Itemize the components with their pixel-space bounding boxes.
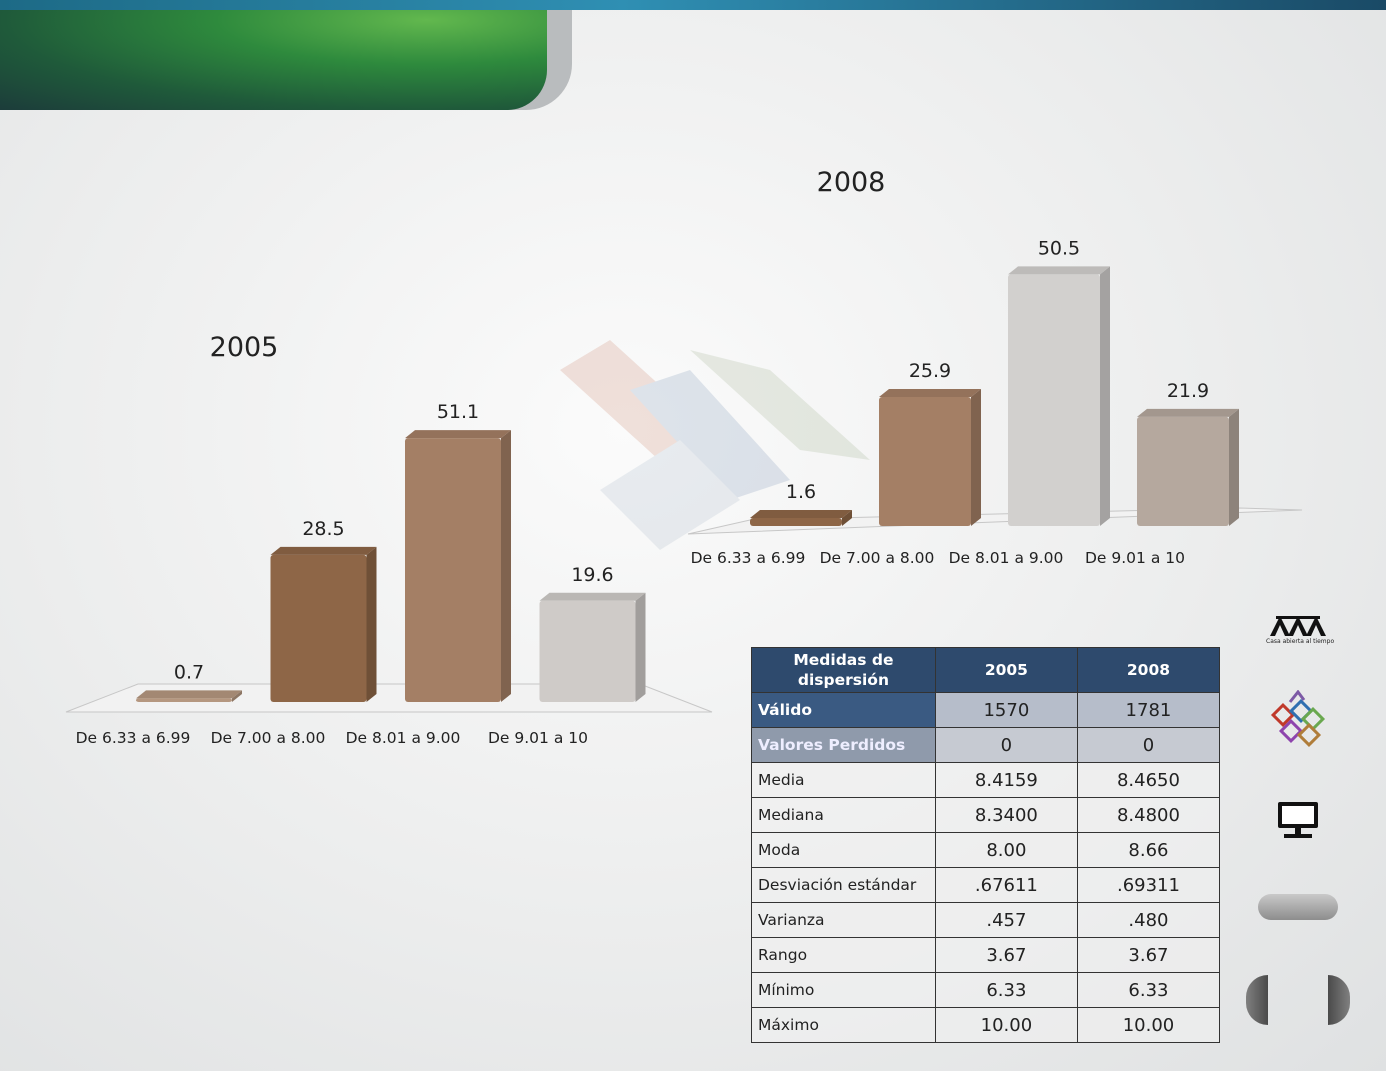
category-label: De 7.00 a 8.00 — [820, 549, 935, 567]
watermark-graphic — [560, 340, 870, 550]
chart-title: 2005 — [210, 332, 279, 363]
table-row: Desviación estándar .67611.69311 — [751, 867, 1221, 903]
category-label: De 9.01 a 10 — [488, 729, 588, 747]
monitor-icon[interactable] — [1276, 800, 1320, 840]
row-label-cell: Varianza — [751, 902, 936, 938]
value-cell: .69311 — [1076, 867, 1221, 903]
top-bar — [0, 0, 1386, 10]
bar-value-label: 51.1 — [437, 401, 479, 423]
row-label-cell: Valores Perdidos — [751, 727, 936, 763]
uam-logo-icon[interactable]: Casa abierta al tiempo — [1266, 612, 1335, 652]
value-cell: 8.66 — [1076, 832, 1221, 868]
value-cell: 1570 — [934, 692, 1078, 728]
category-labels-group: De 6.33 a 6.99 De 7.00 a 8.00 De 8.01 a 9.… — [691, 549, 1185, 567]
row-label-cell: Desviación estándar — [751, 867, 936, 903]
value-labels-group: 1.6 25.9 50.5 21.9 — [786, 237, 1209, 503]
category-label: De 7.00 a 8.00 — [211, 729, 326, 747]
value-cell: .67611 — [934, 867, 1078, 903]
row-label-cell: Moda — [751, 832, 936, 868]
bar-value-label: 25.9 — [909, 360, 951, 382]
logo-caption: Casa abierta al tiempo — [1266, 638, 1335, 645]
value-cell: 8.4650 — [1076, 762, 1221, 798]
value-cell: 8.4159 — [934, 762, 1078, 798]
dispersion-table: Medidas de dispersión 2005 2008 Válido 15… — [751, 647, 1221, 1043]
row-label-cell: Rango — [751, 937, 936, 973]
bar-value-label: 21.9 — [1167, 380, 1209, 402]
value-cell: 6.33 — [1076, 972, 1221, 1008]
bar — [879, 388, 981, 526]
table-row: Válido 1570 1781 — [751, 692, 1221, 728]
chart-2008: 2008 1.6 25.9 50.5 21.9 De 6.33 a 6.99 De 7.… — [687, 167, 1303, 567]
value-cell: 3.67 — [934, 937, 1078, 973]
value-labels-group: 0.7 28.5 51.1 19.6 — [174, 401, 614, 683]
value-cell: 8.3400 — [934, 797, 1078, 833]
previous-slide-button[interactable] — [1246, 975, 1268, 1025]
bar — [405, 430, 511, 702]
table-row: Valores Perdidos 0 0 — [751, 727, 1221, 763]
table-row: Media 8.4159 8.4650 — [751, 762, 1221, 798]
table-row: Mediana 8.3400 8.4800 — [751, 797, 1221, 833]
category-label: De 6.33 a 6.99 — [76, 729, 191, 747]
table-row: Máximo 10.00 10.00 — [751, 1007, 1221, 1043]
value-cell: 8.00 — [934, 832, 1078, 868]
uam-logo-mark-icon — [1270, 616, 1326, 636]
next-slide-button[interactable] — [1328, 975, 1350, 1025]
menu-pill-button[interactable] — [1258, 894, 1338, 920]
bars-group — [136, 430, 646, 702]
chart-title: 2008 — [817, 167, 886, 198]
bar — [270, 546, 377, 702]
bar-value-label: 19.6 — [571, 564, 613, 586]
value-cell: 10.00 — [934, 1007, 1078, 1043]
row-label-cell: Válido — [751, 692, 936, 728]
row-label-cell: Máximo — [751, 1007, 936, 1043]
category-label: De 9.01 a 10 — [1085, 549, 1185, 567]
table-header-cell: 2005 — [934, 647, 1078, 693]
bar — [1137, 408, 1239, 526]
bar-value-label: 50.5 — [1038, 237, 1080, 259]
table-row: Rango 3.67 3.67 — [751, 937, 1221, 973]
category-label: De 6.33 a 6.99 — [691, 549, 806, 567]
table-row: Moda 8.00 8.66 — [751, 832, 1221, 868]
bar-value-label: 28.5 — [302, 518, 344, 540]
row-label-cell: Mínimo — [751, 972, 936, 1008]
bar — [1008, 266, 1110, 526]
bar — [750, 510, 852, 526]
bars-group — [750, 266, 1239, 526]
table-body: Válido 1570 1781 Valores Perdidos 0 0 Media 8.4… — [751, 692, 1221, 1043]
value-cell: 3.67 — [1076, 937, 1221, 973]
bar — [539, 592, 646, 702]
chart-2005: 2005 0.7 28.5 51.1 19.6 De 6.33 a 6.99 De 7.… — [65, 332, 713, 747]
table-header-cell: Medidas de dispersión — [751, 647, 936, 693]
table-header-cell: 2008 — [1076, 647, 1221, 693]
row-label-cell: Media — [751, 762, 936, 798]
value-cell: 8.4800 — [1076, 797, 1221, 833]
blocks-icon[interactable] — [1270, 690, 1326, 748]
value-cell: 1781 — [1076, 692, 1221, 728]
table-row: Mínimo 6.33 6.33 — [751, 972, 1221, 1008]
category-label: De 8.01 a 9.00 — [346, 729, 461, 747]
value-cell: 0 — [1076, 727, 1221, 763]
table-row: Varianza .457.480 — [751, 902, 1221, 938]
value-cell: 10.00 — [1076, 1007, 1221, 1043]
category-labels-group: De 6.33 a 6.99 De 7.00 a 8.00 De 8.01 a 9.… — [76, 729, 588, 747]
value-cell: .457 — [934, 902, 1078, 938]
value-cell: .480 — [1076, 902, 1221, 938]
value-cell: 6.33 — [934, 972, 1078, 1008]
value-cell: 0 — [934, 727, 1078, 763]
row-label-cell: Mediana — [751, 797, 936, 833]
header-tab — [0, 10, 547, 110]
bar-value-label: 1.6 — [786, 481, 816, 503]
bar-value-label: 0.7 — [174, 661, 204, 683]
category-label: De 8.01 a 9.00 — [949, 549, 1064, 567]
bar — [136, 690, 242, 702]
table-header-row: Medidas de dispersión 2005 2008 — [751, 647, 1221, 693]
